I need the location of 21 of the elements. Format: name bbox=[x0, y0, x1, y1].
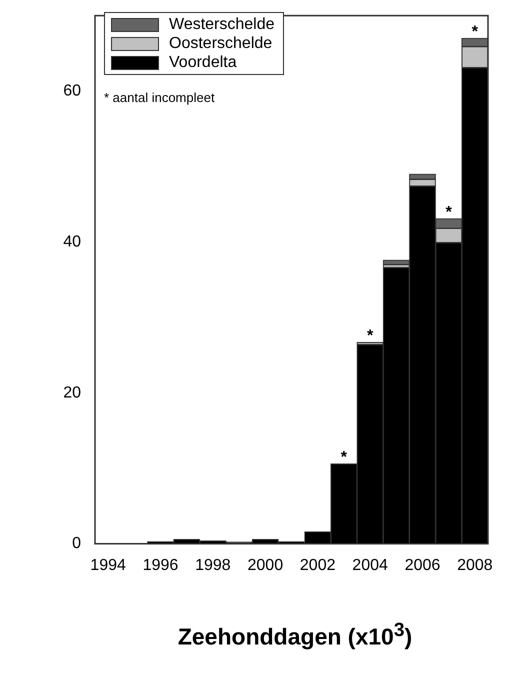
y-tick-label: 0 bbox=[72, 535, 82, 552]
annotation: * bbox=[340, 449, 348, 466]
x-tick-label: 1998 bbox=[195, 556, 231, 574]
annotation: * bbox=[446, 204, 453, 221]
x-tick-label: 1996 bbox=[142, 556, 178, 574]
y-tick-label: 40 bbox=[63, 233, 82, 250]
y-tick-label: 20 bbox=[63, 384, 82, 402]
annotation: * aantal incompleet bbox=[104, 90, 215, 105]
x-tick-label: 2002 bbox=[300, 556, 336, 574]
x-axis-title: Zeehonddagen (x10$^{3}$) bbox=[176, 620, 414, 651]
legend-label: Westerschelde bbox=[169, 16, 275, 34]
annotation: * bbox=[472, 24, 479, 41]
y-tick-label: 60 bbox=[63, 82, 82, 100]
annotation: * bbox=[366, 328, 374, 345]
x-tick-label: 1994 bbox=[90, 556, 126, 574]
legend-label: Voordelta bbox=[169, 54, 237, 72]
x-tick-label: 2000 bbox=[248, 556, 284, 574]
x-tick-label: 2006 bbox=[404, 556, 440, 574]
x-tick-label: 2004 bbox=[352, 556, 388, 574]
legend-label: Oosterschelde bbox=[169, 34, 272, 52]
x-tick-label: 2008 bbox=[457, 556, 493, 574]
